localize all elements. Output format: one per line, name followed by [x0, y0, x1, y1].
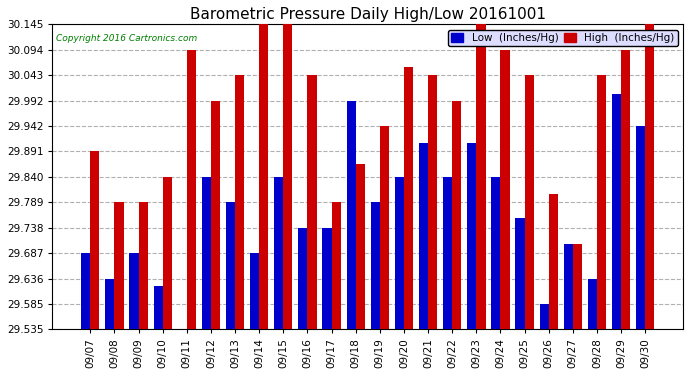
Bar: [235, 75, 244, 329]
Bar: [163, 177, 172, 329]
Bar: [259, 24, 268, 329]
Bar: [346, 101, 356, 329]
Bar: [515, 218, 524, 329]
Bar: [419, 143, 428, 329]
Bar: [284, 24, 293, 329]
Bar: [250, 253, 259, 329]
Bar: [467, 143, 476, 329]
Bar: [524, 75, 534, 329]
Bar: [621, 50, 630, 329]
Bar: [356, 164, 365, 329]
Bar: [153, 286, 163, 329]
Bar: [549, 194, 558, 329]
Bar: [452, 101, 462, 329]
Bar: [428, 75, 437, 329]
Bar: [139, 202, 148, 329]
Bar: [597, 75, 606, 329]
Bar: [612, 94, 621, 329]
Bar: [226, 202, 235, 329]
Bar: [395, 177, 404, 329]
Bar: [443, 177, 452, 329]
Bar: [130, 253, 139, 329]
Bar: [106, 279, 115, 329]
Bar: [308, 75, 317, 329]
Bar: [90, 152, 99, 329]
Bar: [500, 50, 510, 329]
Bar: [588, 279, 597, 329]
Bar: [201, 177, 211, 329]
Bar: [645, 24, 654, 329]
Bar: [476, 24, 486, 329]
Bar: [322, 228, 332, 329]
Bar: [404, 67, 413, 329]
Bar: [573, 244, 582, 329]
Bar: [564, 244, 573, 329]
Legend: Low  (Inches/Hg), High  (Inches/Hg): Low (Inches/Hg), High (Inches/Hg): [448, 30, 678, 46]
Title: Barometric Pressure Daily High/Low 20161001: Barometric Pressure Daily High/Low 20161…: [190, 7, 546, 22]
Bar: [540, 304, 549, 329]
Bar: [380, 126, 389, 329]
Bar: [332, 202, 341, 329]
Bar: [211, 101, 220, 329]
Bar: [491, 177, 500, 329]
Bar: [371, 202, 380, 329]
Bar: [187, 50, 196, 329]
Bar: [274, 177, 284, 329]
Bar: [636, 126, 645, 329]
Text: Copyright 2016 Cartronics.com: Copyright 2016 Cartronics.com: [56, 34, 197, 43]
Bar: [81, 253, 90, 329]
Bar: [115, 202, 124, 329]
Bar: [298, 228, 308, 329]
